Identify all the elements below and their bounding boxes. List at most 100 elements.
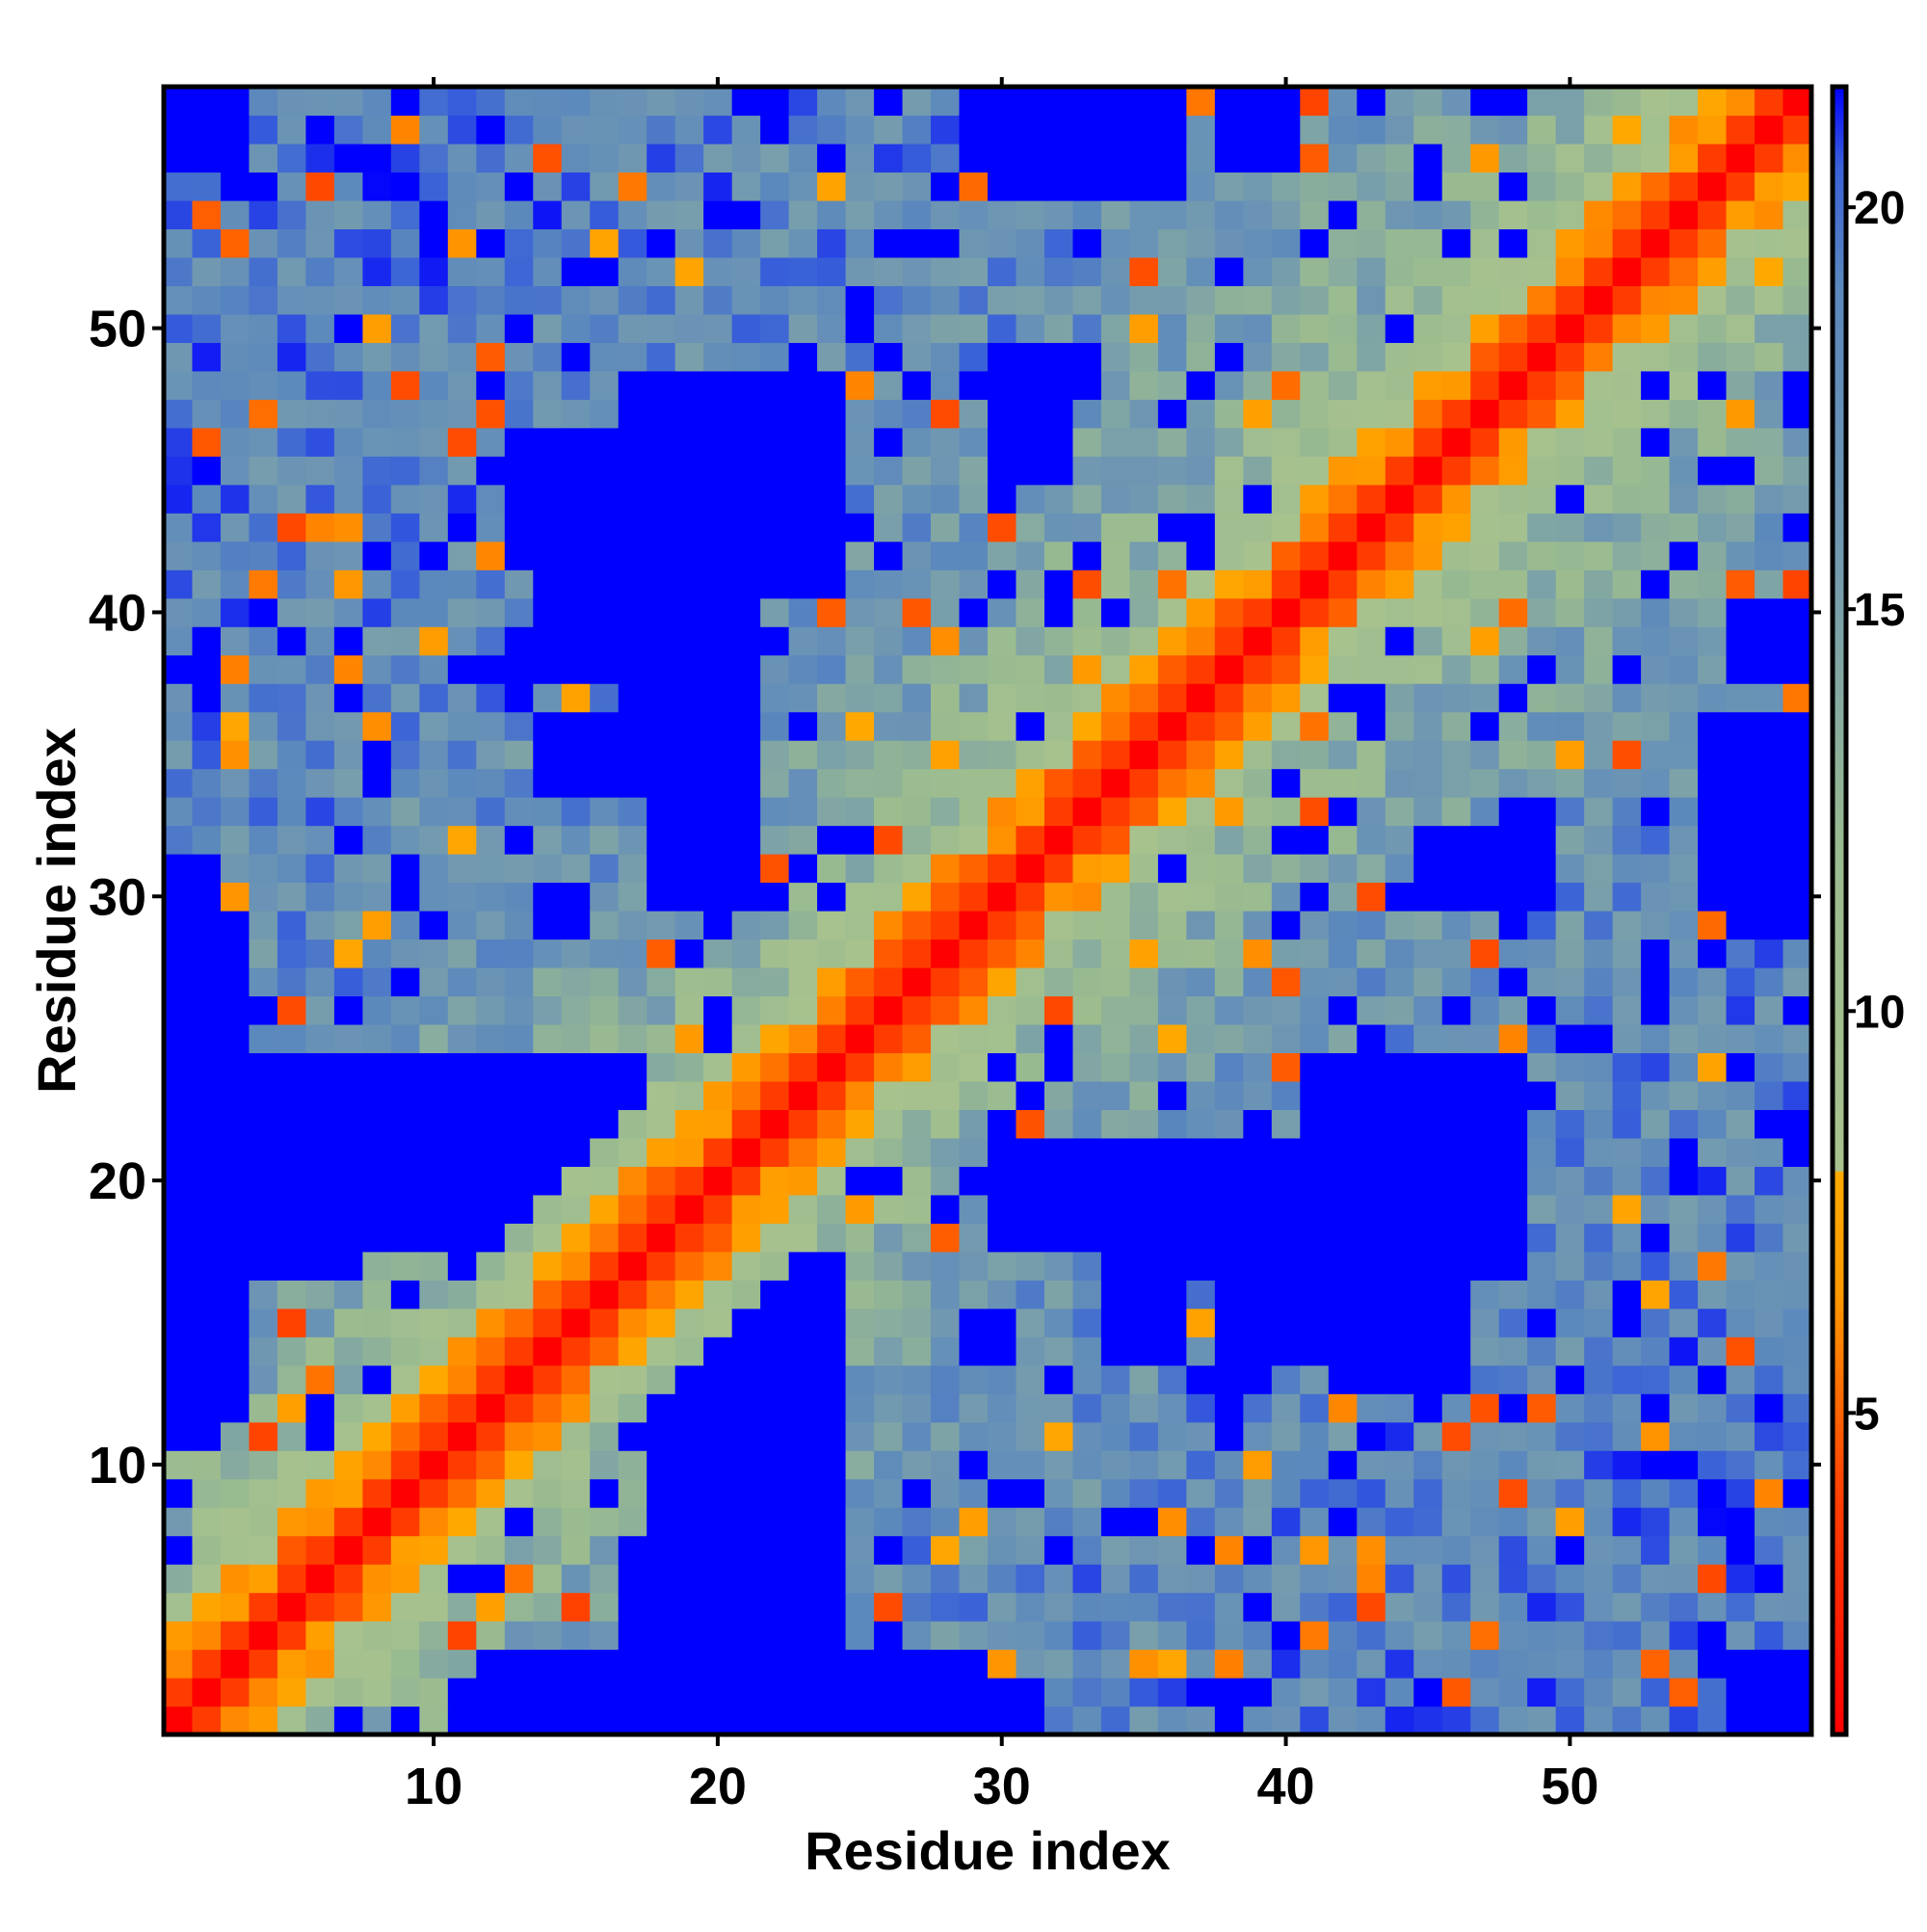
heatmap-cell [1243,1251,1273,1281]
heatmap-cell [817,1621,847,1651]
heatmap-cell [1441,1535,1471,1565]
heatmap-cell [1584,1137,1614,1167]
heatmap-cell [476,1052,506,1082]
heatmap-cell [561,1706,591,1735]
heatmap-cell [1300,541,1330,570]
heatmap-cell [1555,854,1585,884]
heatmap-cell [703,1166,733,1196]
heatmap-cell [1271,711,1301,741]
heatmap-cell [788,87,818,117]
heatmap-cell [333,541,363,570]
heatmap-cell [1385,854,1414,884]
heatmap-cell [192,1052,222,1082]
heatmap-cell [476,427,506,457]
heatmap-cell [1470,654,1500,684]
heatmap-cell [1300,1507,1330,1537]
heatmap-cell [419,1621,449,1651]
heatmap-cell [731,740,761,770]
heatmap-cell [164,1166,194,1196]
heatmap-cell [1243,1308,1273,1337]
heatmap-cell [533,1478,563,1508]
heatmap-cell [760,1337,790,1366]
heatmap-cell [959,569,989,599]
heatmap-cell [561,1308,591,1337]
heatmap-cell [1584,1364,1614,1394]
heatmap-cell [476,882,506,912]
heatmap-cell [533,1592,563,1622]
heatmap-cell [1498,1535,1528,1565]
heatmap-cell [988,1280,1017,1310]
heatmap-cell [959,1337,989,1366]
heatmap-cell [277,342,307,372]
heatmap-cell [1043,541,1074,570]
heatmap-cell [874,541,904,570]
heatmap-cell [1584,740,1614,770]
heatmap-cell [1755,1592,1784,1622]
heatmap-cell [390,1052,420,1082]
heatmap-cell [1726,1393,1755,1423]
heatmap-cell [1527,654,1557,684]
heatmap-cell [618,541,647,570]
heatmap-cell [1669,825,1699,855]
heatmap-cell [1357,1450,1386,1480]
heatmap-cell [1470,1280,1500,1310]
heatmap-cell [1157,768,1187,798]
heatmap-cell [1441,597,1471,627]
heatmap-cell [1016,1478,1045,1508]
heatmap-cell [618,569,647,599]
heatmap-cell [1157,1308,1187,1337]
heatmap-cell [447,825,477,855]
heatmap-cell [731,1308,761,1337]
heatmap-cell [988,797,1017,827]
heatmap-cell [1782,597,1812,627]
heatmap-cell [988,711,1017,741]
heatmap-cell [647,1621,676,1651]
heatmap-cell [390,541,420,570]
heatmap-cell [1157,427,1187,457]
heatmap-cell [305,1450,335,1480]
heatmap-cell [1612,87,1642,117]
heatmap-cell [874,797,904,827]
heatmap-cell [760,1678,790,1707]
heatmap-cell [618,513,647,543]
heatmap-cell [674,87,704,117]
heatmap-cell [1413,1223,1443,1253]
heatmap-cell [1698,1308,1728,1337]
heatmap-cell [504,854,534,884]
heatmap-cell [533,626,563,656]
heatmap-cell [1357,597,1386,627]
heatmap-cell [1357,228,1386,258]
heatmap-cell [1357,1535,1386,1565]
heatmap-cell [1441,740,1471,770]
heatmap-cell [959,1109,989,1139]
heatmap-cell [1413,1137,1443,1167]
heatmap-cell [1441,143,1471,173]
heatmap-cell [1698,854,1728,884]
heatmap-cell [192,87,222,117]
heatmap-cell [1214,1251,1244,1281]
heatmap-cell [1441,285,1471,315]
heatmap-cell [902,1564,932,1594]
heatmap-cell [277,1080,307,1110]
heatmap-cell [1100,228,1131,258]
heatmap-cell [590,740,620,770]
heatmap-cell [333,256,363,286]
heatmap-cell [192,427,222,457]
heatmap-cell [1470,882,1500,912]
heatmap-cell [249,1649,278,1679]
heatmap-cell [817,626,847,656]
heatmap-cell [1726,995,1755,1025]
heatmap-cell [1072,1137,1102,1167]
heatmap-cell [1555,1364,1585,1394]
heatmap-cell [1300,370,1330,400]
heatmap-cell [533,1337,563,1366]
heatmap-cell [1413,1080,1443,1110]
heatmap-cell [1470,854,1500,884]
heatmap-cell [1612,313,1642,343]
heatmap-cell [305,1166,335,1196]
heatmap-cell [1612,911,1642,940]
heatmap-cell [1584,513,1614,543]
heatmap-cell [988,484,1017,514]
heatmap-cell [1555,626,1585,656]
heatmap-cell [1498,541,1528,570]
